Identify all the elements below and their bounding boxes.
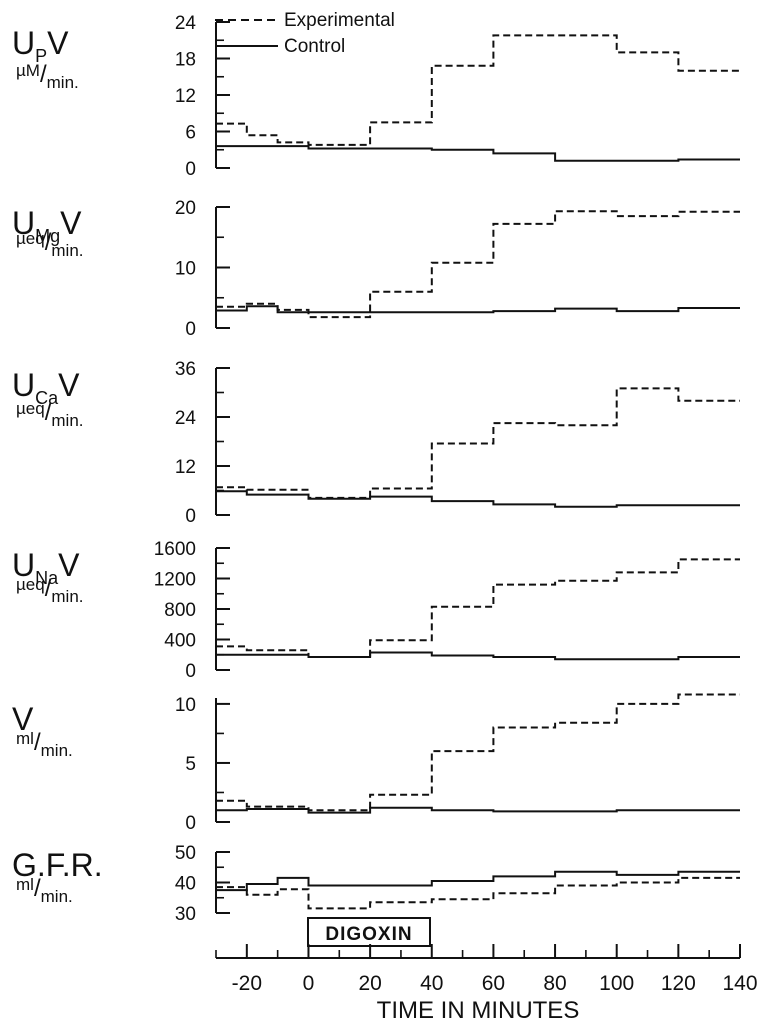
panel-unit: µeq/min. — [16, 229, 84, 260]
panel-label: G.F.R. — [12, 847, 103, 883]
y-tick-label: 0 — [185, 159, 196, 180]
y-tick-label: 24 — [175, 13, 197, 34]
digoxin-label: DIGOXIN — [325, 924, 412, 945]
panel-4: 0 5 10 Vml/min. — [12, 693, 740, 834]
y-tick-label: 0 — [185, 506, 196, 527]
x-tick-label: 100 — [599, 972, 634, 995]
y-tick-label: 50 — [175, 843, 196, 864]
y-tick-label: 18 — [175, 50, 196, 71]
panel-unit: ml/min. — [16, 729, 73, 760]
digoxin-annotation: DIGOXIN — [307, 917, 431, 947]
x-tick-label: 20 — [358, 972, 381, 995]
panel-unit: µeq/min. — [16, 575, 84, 606]
y-tick-label: 0 — [185, 813, 196, 834]
series-experimental-line — [216, 34, 740, 146]
x-tick-label: -20 — [232, 972, 262, 995]
panel-unit: ml/min. — [16, 875, 73, 906]
panel-label: UNaV — [12, 547, 80, 588]
y-tick-label: 400 — [164, 631, 196, 652]
series-control-line — [216, 651, 740, 661]
panel-5: 30 40 50 G.F.R.ml/min. — [12, 843, 740, 925]
panel-unit: µM/min. — [16, 61, 79, 92]
series-control-line — [216, 145, 740, 162]
y-tick-label: 10 — [175, 695, 196, 716]
x-tick-label: 80 — [543, 972, 566, 995]
series-experimental-line — [216, 387, 740, 499]
series-experimental-line — [216, 210, 740, 319]
x-axis-label: TIME IN MINUTES — [377, 997, 580, 1024]
x-tick-label: 40 — [420, 972, 443, 995]
y-tick-label: 800 — [164, 600, 196, 621]
y-tick-label: 40 — [175, 874, 196, 895]
y-tick-label: 36 — [175, 359, 196, 380]
y-tick-label: 12 — [175, 86, 196, 107]
y-tick-label: 10 — [175, 259, 196, 280]
x-tick-label: 140 — [722, 972, 757, 995]
y-tick-label: 30 — [175, 904, 196, 925]
series-experimental-line — [216, 558, 740, 658]
x-tick-label: 120 — [661, 972, 696, 995]
series-control-line — [216, 806, 740, 814]
y-tick-label: 0 — [185, 319, 196, 340]
y-tick-label: 1600 — [154, 539, 196, 560]
panels-layer: 06121824UPVµM/min.01020UMgVµeq/min.01224… — [12, 13, 740, 925]
y-tick-label: 12 — [175, 457, 196, 478]
panel-label: V — [12, 701, 34, 737]
x-axis: -20 0 20 40 60 80 100 120 140 — [215, 944, 758, 995]
panel-label: UCaV — [12, 367, 80, 408]
series-experimental-line — [216, 876, 740, 910]
panel-label: UMgV — [12, 205, 82, 246]
series-experimental-line — [216, 693, 740, 812]
y-tick-label: 6 — [185, 123, 196, 144]
series-control-line — [216, 870, 740, 892]
series-control-line — [216, 490, 740, 508]
y-tick-label: 24 — [175, 408, 197, 429]
y-tick-label: 5 — [185, 754, 196, 775]
legend-label-experimental: Experimental — [284, 10, 395, 31]
y-tick-label: 20 — [175, 198, 196, 219]
series-control-line — [216, 305, 740, 314]
digoxin-box — [307, 917, 431, 947]
x-tick-label: 60 — [482, 972, 505, 995]
panel-unit: µeq/min. — [16, 399, 84, 430]
y-tick-label: 1200 — [154, 570, 196, 591]
legend-label-control: Control — [284, 36, 345, 57]
x-tick-label: 0 — [303, 972, 315, 995]
panel-label: UPV — [12, 25, 69, 66]
y-tick-label: 0 — [185, 661, 196, 682]
legend: Experimental Control — [215, 10, 395, 57]
